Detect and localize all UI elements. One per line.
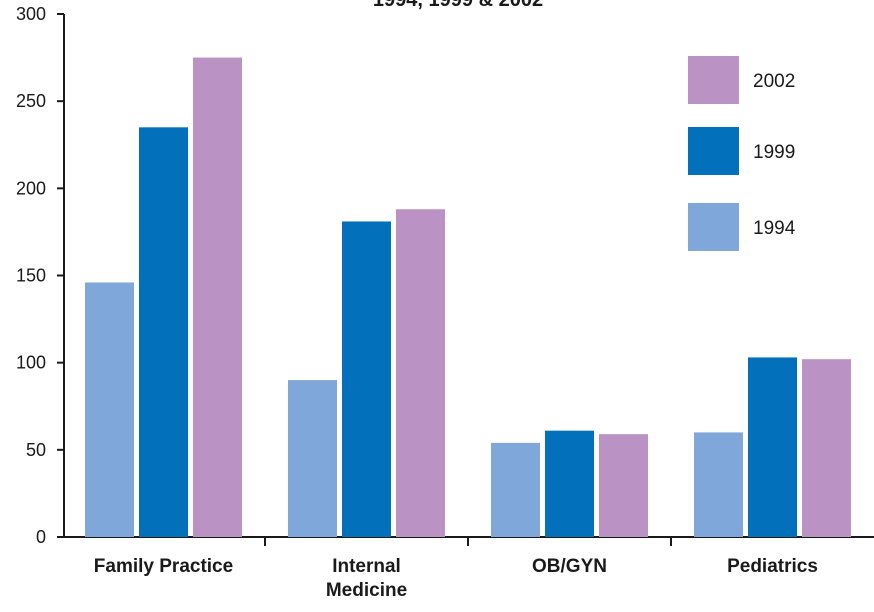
x-category-label: Medicine bbox=[326, 580, 407, 601]
bar-1999 bbox=[342, 221, 391, 537]
legend: 2002 1999 1994 bbox=[688, 56, 796, 251]
legend-label-1999: 1999 bbox=[753, 142, 795, 163]
legend-swatch-1994 bbox=[688, 203, 739, 251]
bar-1999 bbox=[139, 127, 188, 538]
y-tick-label: 250 bbox=[16, 91, 46, 111]
y-tick-label: 0 bbox=[36, 527, 46, 547]
bar-2002 bbox=[599, 434, 648, 537]
y-tick-label: 150 bbox=[16, 266, 46, 286]
bar-2002 bbox=[802, 359, 851, 537]
legend-swatch-1999 bbox=[688, 127, 739, 175]
bar-2002 bbox=[193, 57, 242, 537]
x-category-label: Pediatrics bbox=[727, 556, 818, 577]
y-tick-label: 300 bbox=[16, 4, 46, 24]
x-category-label: Internal bbox=[332, 556, 401, 577]
bar-1994 bbox=[491, 442, 540, 537]
bar-1994 bbox=[288, 380, 337, 537]
legend-label-2002: 2002 bbox=[753, 71, 795, 92]
bar-1994 bbox=[85, 282, 134, 537]
legend-swatch-2002 bbox=[688, 56, 739, 104]
y-tick-label: 100 bbox=[16, 353, 46, 373]
legend-label-1994: 1994 bbox=[753, 218, 796, 239]
bar-2002 bbox=[396, 209, 445, 537]
chart-title: 1994, 1999 & 2002 bbox=[373, 0, 543, 11]
x-category-label: OB/GYN bbox=[532, 556, 607, 577]
bar-1999 bbox=[545, 430, 594, 537]
y-tick-label: 200 bbox=[16, 178, 46, 198]
bars bbox=[85, 57, 851, 538]
x-category-label: Family Practice bbox=[94, 556, 233, 577]
axes: 0 50 100 150 200 250 300 Family Practice Interna… bbox=[16, 4, 874, 601]
y-tick-label: 50 bbox=[26, 440, 46, 460]
bar-1994 bbox=[694, 432, 743, 537]
bar-1999 bbox=[748, 357, 797, 537]
